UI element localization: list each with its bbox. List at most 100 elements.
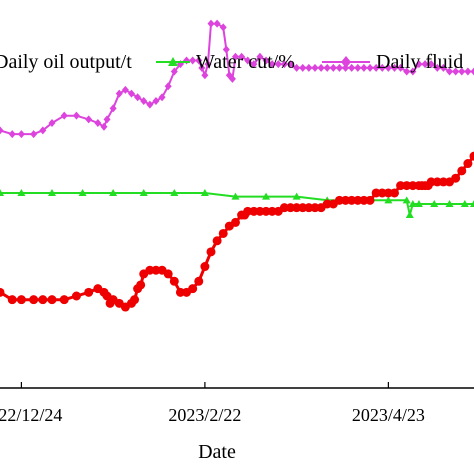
series-0-point-19 xyxy=(136,280,146,290)
series-2-point-35 xyxy=(228,74,236,83)
series-0-point-32 xyxy=(212,236,222,246)
series-layer xyxy=(0,19,474,312)
series-0-point-29 xyxy=(194,276,204,286)
series-2-point-16 xyxy=(134,93,142,102)
series-2-point-22 xyxy=(170,67,178,76)
series-2-point-51 xyxy=(323,63,331,72)
legend-item-oil: Daily oil output/t xyxy=(0,51,132,73)
series-1-point-4 xyxy=(109,188,118,196)
series-0-point-4 xyxy=(38,295,48,305)
series-2-point-69 xyxy=(433,63,441,72)
series-0-point-76 xyxy=(463,159,473,169)
series-2-point-50 xyxy=(317,63,325,72)
series-1-point-19 xyxy=(445,200,454,207)
series-0-point-3 xyxy=(29,295,39,305)
series-2-point-32 xyxy=(219,23,227,32)
series-0-point-33 xyxy=(218,228,228,238)
series-1-point-18 xyxy=(430,200,439,207)
series-1-point-0 xyxy=(0,188,4,196)
series-0-point-0 xyxy=(0,287,5,297)
series-2-point-38 xyxy=(244,56,252,65)
series-2-point-7 xyxy=(72,111,80,120)
series-2-point-12 xyxy=(109,104,117,113)
series-2-point-59 xyxy=(372,63,380,72)
series-0-point-24 xyxy=(163,269,173,279)
series-2-point-57 xyxy=(360,63,368,72)
series-2-point-17 xyxy=(140,96,148,105)
series-2-point-65 xyxy=(409,67,417,76)
legend-label-water: Water cut/% xyxy=(196,51,295,73)
series-2-point-46 xyxy=(293,63,301,72)
series-0-point-77 xyxy=(469,151,474,161)
series-2-point-45 xyxy=(287,60,295,69)
series-0-point-7 xyxy=(71,291,81,301)
legend-item-water: Water cut/% xyxy=(156,51,295,73)
series-0-point-31 xyxy=(206,247,216,257)
series-1-point-15 xyxy=(405,211,414,219)
series-1-point-7 xyxy=(200,188,209,196)
series-2-point-53 xyxy=(335,63,343,72)
series-2-point-0 xyxy=(0,126,4,135)
x-axis-title: Date xyxy=(198,441,236,463)
series-2-point-33 xyxy=(222,45,230,54)
legend-marker-water xyxy=(168,57,178,66)
legend-item-fluid: Daily fluid xyxy=(322,51,463,73)
series-2-point-13 xyxy=(115,89,123,98)
series-2-point-30 xyxy=(207,19,215,28)
series-2-point-28 xyxy=(201,71,209,80)
series-2-point-1 xyxy=(8,130,16,139)
series-1-point-20 xyxy=(460,200,469,207)
series-2-point-18 xyxy=(146,100,154,109)
series-2-point-49 xyxy=(311,63,319,72)
series-1-point-9 xyxy=(262,192,271,200)
series-2-point-11 xyxy=(103,115,111,124)
series-2-point-6 xyxy=(60,111,68,120)
series-0-point-58 xyxy=(365,195,375,205)
series-2-point-47 xyxy=(299,63,307,72)
series-2-point-74 xyxy=(464,67,472,76)
series-2 xyxy=(0,19,474,139)
series-0-point-35 xyxy=(230,217,240,227)
series-1-point-8 xyxy=(231,192,240,200)
series-2-point-24 xyxy=(183,56,191,65)
series-2-point-2 xyxy=(17,130,25,139)
series-2-point-62 xyxy=(390,63,398,72)
series-2-point-27 xyxy=(198,63,206,72)
series-2-point-37 xyxy=(238,52,246,61)
series-0-point-25 xyxy=(169,276,179,286)
series-0-point-17 xyxy=(130,295,140,305)
series-1-point-1 xyxy=(17,188,26,196)
series-2-point-31 xyxy=(213,19,221,28)
legend-label-fluid: Daily fluid xyxy=(376,51,463,73)
series-2-point-26 xyxy=(195,56,203,65)
series-2-point-54 xyxy=(342,63,350,72)
series-2-point-20 xyxy=(158,93,166,102)
series-2-point-39 xyxy=(250,60,258,69)
series-0-point-6 xyxy=(59,295,69,305)
series-2-point-75 xyxy=(470,67,474,76)
series-1 xyxy=(0,188,474,219)
series-2-point-4 xyxy=(39,126,47,135)
series-0 xyxy=(0,151,474,312)
series-2-point-9 xyxy=(94,119,102,128)
series-0-point-74 xyxy=(451,173,461,183)
series-2-point-42 xyxy=(268,60,276,69)
x-tick-label-2: 2023/4/23 xyxy=(352,405,425,425)
series-2-point-3 xyxy=(30,130,38,139)
series-2-point-14 xyxy=(121,85,129,94)
series-line-1 xyxy=(0,192,474,216)
series-2-point-29 xyxy=(204,60,212,69)
series-1-point-10 xyxy=(292,192,301,200)
series-2-point-56 xyxy=(354,63,362,72)
series-2-point-58 xyxy=(366,63,374,72)
legend: Daily oil output/t Water cut/% Daily flu… xyxy=(0,51,463,73)
series-2-point-23 xyxy=(176,60,184,69)
series-1-point-3 xyxy=(78,188,87,196)
series-2-point-55 xyxy=(348,63,356,72)
series-2-point-5 xyxy=(48,119,56,128)
series-2-point-21 xyxy=(164,82,172,91)
series-2-point-19 xyxy=(152,96,160,105)
series-0-point-8 xyxy=(84,287,94,297)
